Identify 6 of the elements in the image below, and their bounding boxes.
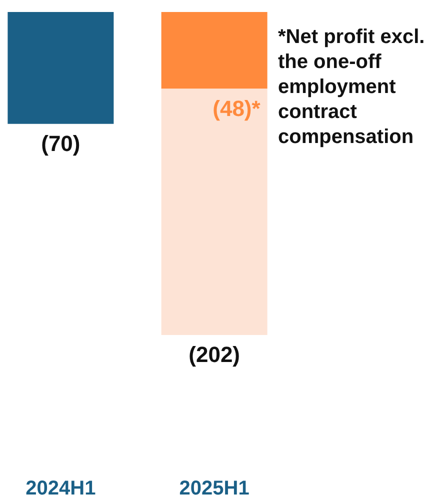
total-label: (70) xyxy=(41,130,80,156)
data-label: (48)* xyxy=(212,96,261,121)
annotation: *Net profit excl. the one-off employment contract compensation xyxy=(278,26,425,148)
x-tick-label: 2024H1 xyxy=(26,478,96,500)
x-tick-label: 2025H1 xyxy=(179,478,250,500)
total-label: (202) xyxy=(188,342,240,367)
